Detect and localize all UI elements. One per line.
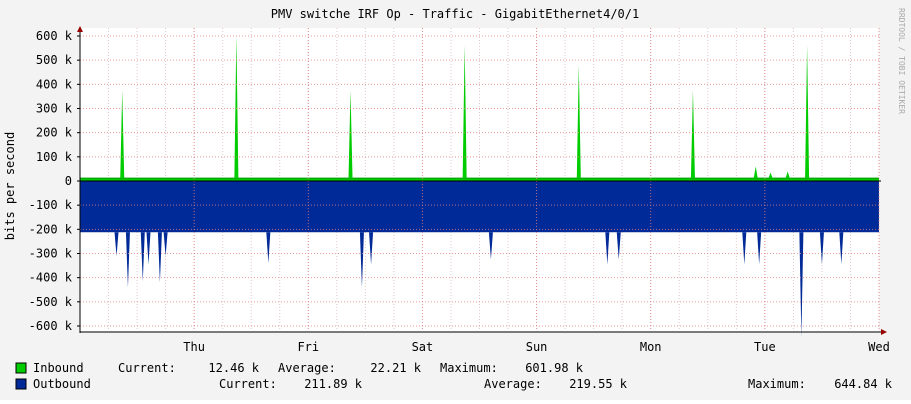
data-point-spike	[799, 232, 804, 337]
legend-swatch	[15, 378, 27, 390]
major-grid	[80, 28, 880, 331]
x-tick-label: Wed	[868, 340, 890, 354]
y-tick-label: -100 k	[29, 198, 73, 212]
data-point-spike	[120, 90, 125, 179]
legend-stat-label: Current:	[118, 361, 176, 375]
legend-stat-value: 22.21 k	[370, 361, 421, 375]
legend-stat-label: Average:	[484, 377, 542, 391]
data-point-spike	[576, 65, 581, 179]
data-point-spike	[359, 232, 364, 288]
legend-stat-label: Current:	[219, 377, 277, 391]
x-tick-label: Thu	[183, 340, 205, 354]
chart-title: PMV switche IRF Op - Traffic - GigabitEt…	[271, 7, 639, 21]
legend-series-name: Outbound	[33, 377, 91, 391]
series-areas	[80, 35, 879, 337]
data-point-spike	[785, 171, 790, 179]
series-inbound	[80, 35, 879, 181]
y-tick-label: 400 k	[36, 77, 73, 91]
data-point-spike	[757, 232, 762, 265]
data-point-spike	[616, 232, 621, 260]
x-tick-labels: Thu Fri Sat Sun Mon Tue Wed	[183, 340, 890, 354]
y-tick-label: 200 k	[36, 126, 73, 140]
data-point-spike	[348, 90, 353, 179]
data-point-spike	[753, 166, 758, 179]
legend: Inbound Current: 12.46 k Average: 22.21 k Max…	[15, 361, 893, 391]
y-tick-label: 100 k	[36, 150, 73, 164]
y-tick-label: 300 k	[36, 102, 73, 116]
data-point-spike	[768, 172, 773, 179]
legend-stat-value: 601.98 k	[525, 361, 584, 375]
data-point-spike	[488, 232, 493, 260]
x-tick-label: Tue	[754, 340, 776, 354]
series-baseline-area	[80, 181, 879, 233]
watermark: RRDTOOL / TOBI OETIKER	[897, 8, 906, 114]
data-point-spike	[369, 232, 374, 265]
y-tick-label: -600 k	[29, 319, 73, 333]
legend-swatch	[15, 362, 27, 374]
y-tick-label: -200 k	[29, 222, 73, 236]
y-tick-label: -500 k	[29, 295, 73, 309]
x-tick-label: Mon	[640, 340, 662, 354]
y-tick-label: 0	[65, 174, 72, 188]
data-point-spike	[690, 90, 695, 179]
data-point-spike	[605, 232, 610, 265]
data-point-spike	[805, 45, 810, 179]
y-tick-label: -300 k	[29, 247, 73, 261]
legend-stat-label: Maximum:	[440, 361, 498, 375]
legend-stat-label: Average:	[278, 361, 336, 375]
y-tick-label: 500 k	[36, 53, 73, 67]
y-tick-label: -400 k	[29, 271, 73, 285]
data-point-spike	[163, 232, 168, 256]
data-point-spike	[839, 232, 844, 265]
data-point-spike	[819, 232, 824, 265]
axes	[77, 26, 887, 335]
series-baseline-area	[80, 178, 879, 181]
y-tick-labels: 600 k 500 k 400 k 300 k 200 k 100 k 0 -100 k -20…	[29, 29, 80, 333]
legend-series-name: Inbound	[33, 361, 84, 375]
legend-stat-label: Maximum:	[748, 377, 806, 391]
x-tick-label: Sun	[526, 340, 548, 354]
data-point-spike	[125, 232, 130, 288]
data-point-spike	[146, 232, 151, 265]
x-tick-label: Fri	[297, 340, 319, 354]
y-axis-arrow	[77, 26, 83, 32]
data-point-spike	[157, 232, 162, 283]
y-axis-label: bits per second	[3, 132, 17, 240]
data-point-spike	[114, 232, 119, 256]
data-point-spike	[266, 232, 271, 264]
data-point-spike	[462, 45, 467, 179]
data-point-spike	[140, 232, 145, 282]
x-tick-label: Sat	[412, 340, 434, 354]
legend-stat-value: 12.46 k	[208, 361, 259, 375]
legend-stat-value: 219.55 k	[569, 377, 628, 391]
legend-stat-value: 211.89 k	[304, 377, 363, 391]
y-tick-label: 600 k	[36, 29, 73, 43]
series-outbound	[80, 181, 879, 337]
data-point-spike	[234, 35, 239, 179]
legend-stat-value: 644.84 k	[834, 377, 893, 391]
data-point-spike	[742, 232, 747, 265]
x-axis-arrow	[881, 329, 887, 335]
